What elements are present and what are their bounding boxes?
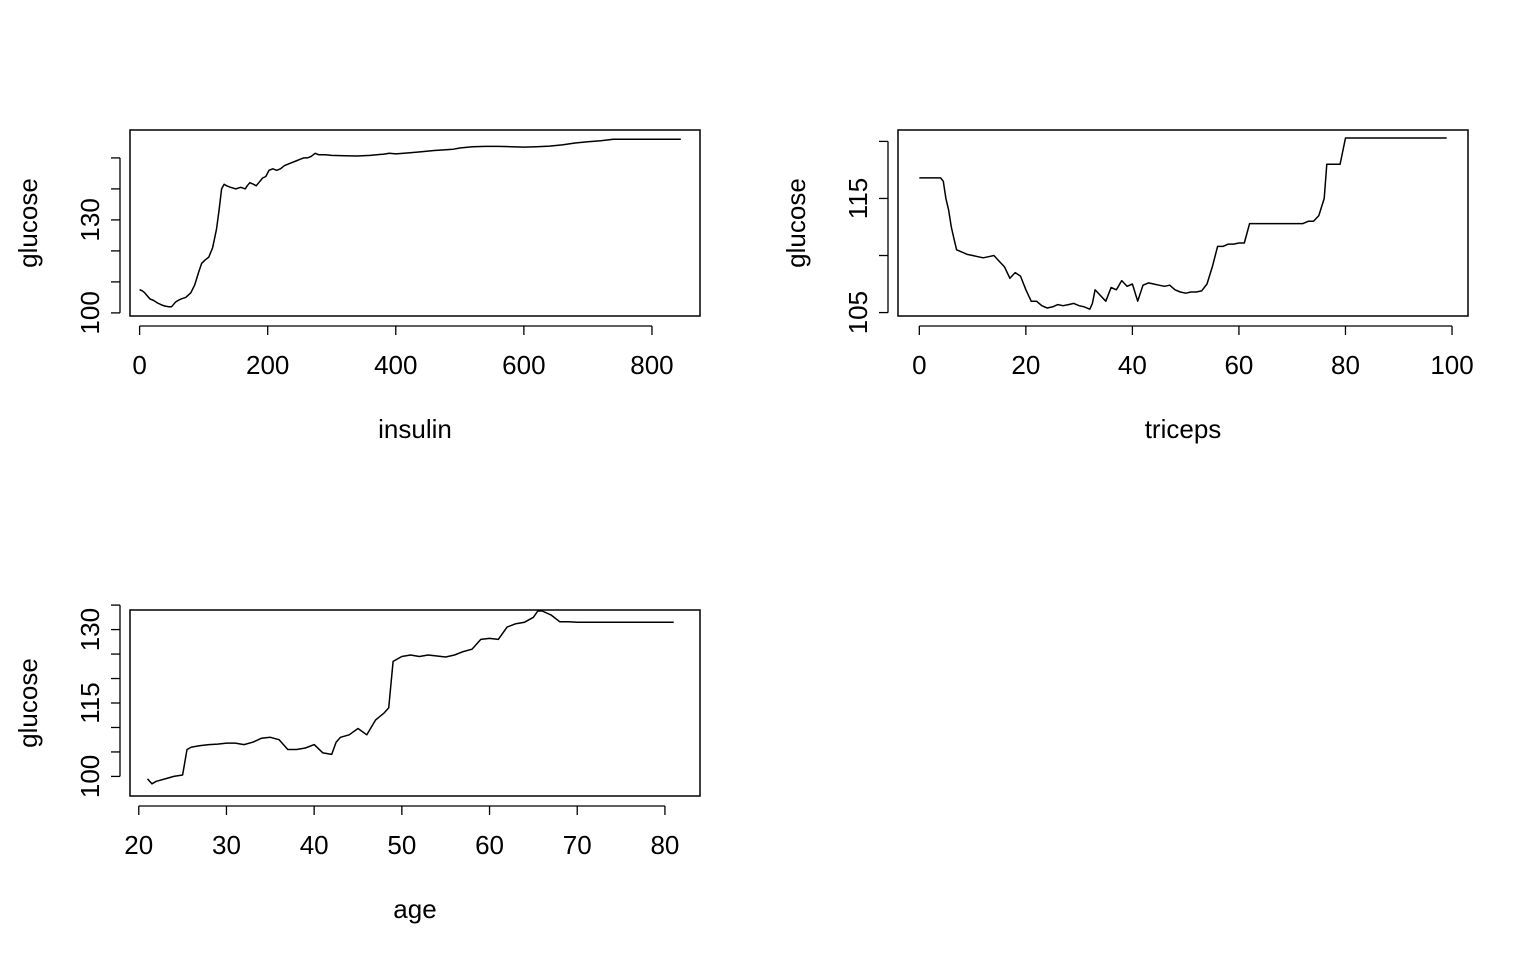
x-tick-label: 40 <box>1118 350 1147 380</box>
y-tick-label: 130 <box>75 198 105 241</box>
x-tick-label: 50 <box>387 830 416 860</box>
panel-2: 0 20 40 60 80 100 105 115 triceps glucose <box>781 129 1474 444</box>
x-tick-label: 0 <box>132 350 146 380</box>
x-tick-label: 70 <box>563 830 592 860</box>
y-tick-label: 130 <box>75 608 105 651</box>
x-axis-title: insulin <box>378 414 452 444</box>
series-line <box>146 610 674 785</box>
x-axis-title: triceps <box>1145 414 1222 444</box>
x-tick-label: 20 <box>1011 350 1040 380</box>
y-axis-title: glucose <box>13 178 43 268</box>
x-tick-label: 20 <box>124 830 153 860</box>
x-tick-label: 80 <box>650 830 679 860</box>
x-tick-label: 100 <box>1430 350 1473 380</box>
series-line <box>139 138 681 308</box>
plot-frame <box>897 129 1469 317</box>
x-tick-label: 800 <box>630 350 673 380</box>
panel-1: 0 200 400 600 800 100 130 insulin glucose <box>13 129 701 444</box>
x-tick-label: 40 <box>300 830 329 860</box>
x-tick-label: 600 <box>502 350 545 380</box>
x-tick-label: 60 <box>1224 350 1253 380</box>
x-tick-label: 60 <box>475 830 504 860</box>
series-line <box>919 137 1447 310</box>
plot-frame <box>129 609 701 797</box>
x-tick-label: 80 <box>1331 350 1360 380</box>
x-axis-title: age <box>393 894 436 924</box>
x-tick-label: 0 <box>912 350 926 380</box>
x-tick-label: 30 <box>212 830 241 860</box>
y-axis-title: glucose <box>781 178 811 268</box>
y-tick-label: 100 <box>75 291 105 334</box>
y-tick-label: 115 <box>843 178 873 219</box>
y-tick-label: 115 <box>75 682 105 723</box>
x-tick-label: 200 <box>246 350 289 380</box>
y-tick-label: 100 <box>75 755 105 798</box>
y-tick-label: 105 <box>843 291 873 334</box>
x-tick-label: 400 <box>374 350 417 380</box>
y-axis-title: glucose <box>13 658 43 748</box>
panel-3: 20 30 40 50 60 70 80 100 115 130 age glucose <box>13 604 701 924</box>
plot-frame <box>129 129 701 317</box>
